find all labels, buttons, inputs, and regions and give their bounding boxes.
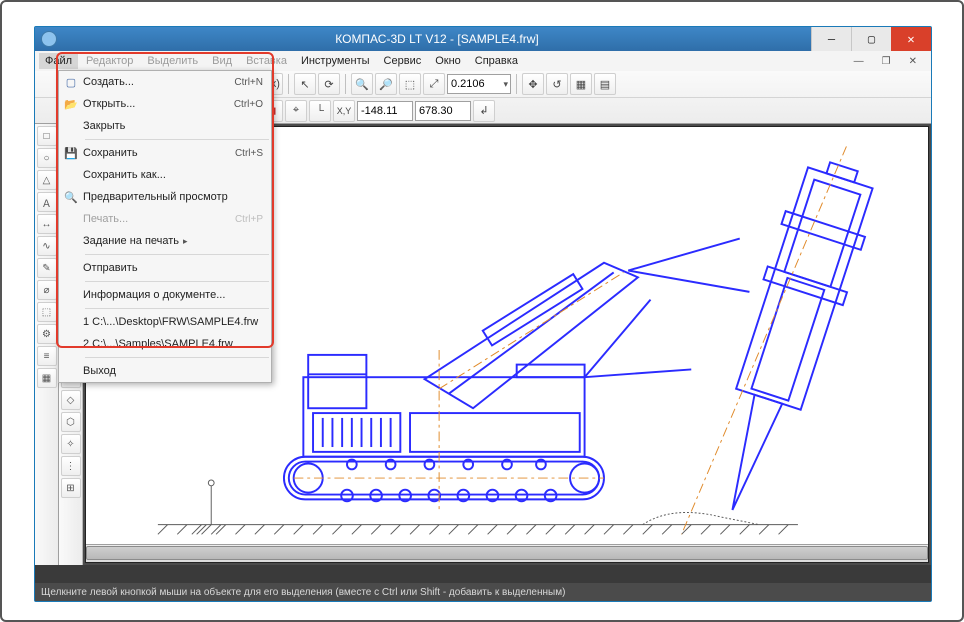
- vtool-btn[interactable]: □: [37, 126, 57, 146]
- zoom-value-field[interactable]: 0.2106: [447, 74, 511, 94]
- toolbar-separator: [345, 74, 346, 94]
- menu-service[interactable]: Сервис: [378, 53, 428, 69]
- vtool-btn[interactable]: ⬡: [61, 412, 81, 432]
- window-controls: — ▢ ✕: [811, 27, 931, 51]
- vtool-btn[interactable]: ○: [37, 148, 57, 168]
- menu-window[interactable]: Окно: [429, 53, 467, 69]
- menu-editor[interactable]: Редактор: [80, 53, 139, 69]
- vtool-btn[interactable]: ◇: [61, 390, 81, 410]
- coord-lock-button[interactable]: ↲: [473, 100, 495, 122]
- grid-button[interactable]: ▦: [570, 73, 592, 95]
- toolbar-separator: [516, 74, 517, 94]
- menu-insert[interactable]: Вставка: [240, 53, 293, 69]
- menu-item-saveas[interactable]: Сохранить как...: [59, 164, 271, 186]
- menu-item-exit[interactable]: Выход: [59, 360, 271, 382]
- mdi-minimize-icon[interactable]: —: [848, 54, 870, 69]
- toolbar-separator: [288, 74, 289, 94]
- menu-select[interactable]: Выделить: [141, 53, 204, 69]
- vtool-btn[interactable]: △: [37, 170, 57, 190]
- zoom-out-button[interactable]: 🔎: [375, 73, 397, 95]
- menu-separator: [85, 308, 269, 309]
- menu-separator: [85, 281, 269, 282]
- refresh-button[interactable]: ⟳: [318, 73, 340, 95]
- menu-item-send[interactable]: Отправить: [59, 257, 271, 279]
- menu-separator: [85, 139, 269, 140]
- vertical-toolbar-left: □ ○ △ Ａ ↔ ∿ ✎ ⌀ ⬚ ⚙ ≡ ▦: [35, 124, 59, 565]
- layers-button[interactable]: ▤: [594, 73, 616, 95]
- scrollbar-thumb[interactable]: [86, 546, 928, 560]
- vtool-btn[interactable]: ✧: [61, 434, 81, 454]
- coord-y-field[interactable]: 678.30: [415, 101, 471, 121]
- menu-separator: [85, 357, 269, 358]
- status-text: Щелкните левой кнопкой мыши на объекте д…: [41, 587, 565, 598]
- menu-item-open[interactable]: 📂 Открыть... Ctrl+O: [59, 93, 271, 115]
- menu-item-docinfo[interactable]: Информация о документе...: [59, 284, 271, 306]
- menu-item-preview[interactable]: 🔍 Предварительный просмотр: [59, 186, 271, 208]
- menu-item-recent1[interactable]: 1 C:\...\Desktop\FRW\SAMPLE4.frw: [59, 311, 271, 333]
- menu-item-close[interactable]: Закрыть: [59, 115, 271, 137]
- titlebar[interactable]: КОМПАС-3D LT V12 - [SAMPLE4.frw] — ▢ ✕: [35, 27, 931, 51]
- mdi-restore-icon[interactable]: ❐: [876, 54, 897, 69]
- preview-icon: 🔍: [59, 186, 83, 208]
- view-prev-button[interactable]: ↺: [546, 73, 568, 95]
- menubar: Файл Редактор Выделить Вид Вставка Инстр…: [35, 51, 931, 71]
- mdi-controls: — ❐ ✕: [848, 54, 927, 69]
- vtool-btn[interactable]: ⊞: [61, 478, 81, 498]
- menu-help[interactable]: Справка: [469, 53, 524, 69]
- close-button[interactable]: ✕: [891, 27, 931, 51]
- open-icon: 📂: [59, 93, 83, 115]
- axis-button[interactable]: └: [309, 100, 331, 122]
- coord-x-field[interactable]: -148.11: [357, 101, 413, 121]
- vtool-btn[interactable]: ⌀: [37, 280, 57, 300]
- vtool-btn[interactable]: ⚙: [37, 324, 57, 344]
- menu-item-save[interactable]: 💾 Сохранить Ctrl+S: [59, 142, 271, 164]
- menu-file[interactable]: Файл: [39, 53, 78, 69]
- vtool-btn[interactable]: ▦: [37, 368, 57, 388]
- vtool-btn[interactable]: ✎: [37, 258, 57, 278]
- xy-label-button[interactable]: X,Y: [333, 100, 355, 122]
- app-icon: [41, 31, 57, 47]
- maximize-button[interactable]: ▢: [851, 27, 891, 51]
- file-menu-dropdown: ▢ Создать... Ctrl+N 📂 Открыть... Ctrl+O …: [58, 70, 272, 383]
- zoom-window-button[interactable]: ⬚: [399, 73, 421, 95]
- vtool-btn[interactable]: ⋮: [61, 456, 81, 476]
- save-icon: 💾: [59, 142, 83, 164]
- vtool-btn[interactable]: ⬚: [37, 302, 57, 322]
- dark-strip: [35, 565, 931, 583]
- menu-item-new[interactable]: ▢ Создать... Ctrl+N: [59, 71, 271, 93]
- menu-item-print-task[interactable]: Задание на печать: [59, 230, 271, 252]
- vtool-btn[interactable]: ∿: [37, 236, 57, 256]
- zoom-in-button[interactable]: 🔍: [351, 73, 373, 95]
- horizontal-scrollbar[interactable]: [86, 544, 928, 562]
- menu-tools[interactable]: Инструменты: [295, 53, 376, 69]
- new-icon: ▢: [59, 71, 83, 93]
- origin-button[interactable]: ⌖: [285, 100, 307, 122]
- window-title: КОМПАС-3D LT V12 - [SAMPLE4.frw]: [63, 32, 811, 46]
- menu-separator: [85, 254, 269, 255]
- minimize-button[interactable]: —: [811, 27, 851, 51]
- pan-button[interactable]: ✥: [522, 73, 544, 95]
- mdi-close-icon[interactable]: ✕: [903, 54, 923, 69]
- menu-item-print: Печать... Ctrl+P: [59, 208, 271, 230]
- status-bar: Щелкните левой кнопкой мыши на объекте д…: [35, 583, 931, 601]
- menu-view[interactable]: Вид: [206, 53, 238, 69]
- pointer-button[interactable]: ↖: [294, 73, 316, 95]
- vtool-btn[interactable]: ↔: [37, 214, 57, 234]
- zoom-fit-button[interactable]: ⤢: [423, 73, 445, 95]
- vtool-btn[interactable]: Ａ: [37, 192, 57, 212]
- vtool-btn[interactable]: ≡: [37, 346, 57, 366]
- menu-item-recent2[interactable]: 2 C:\...\Samples\SAMPLE4.frw: [59, 333, 271, 355]
